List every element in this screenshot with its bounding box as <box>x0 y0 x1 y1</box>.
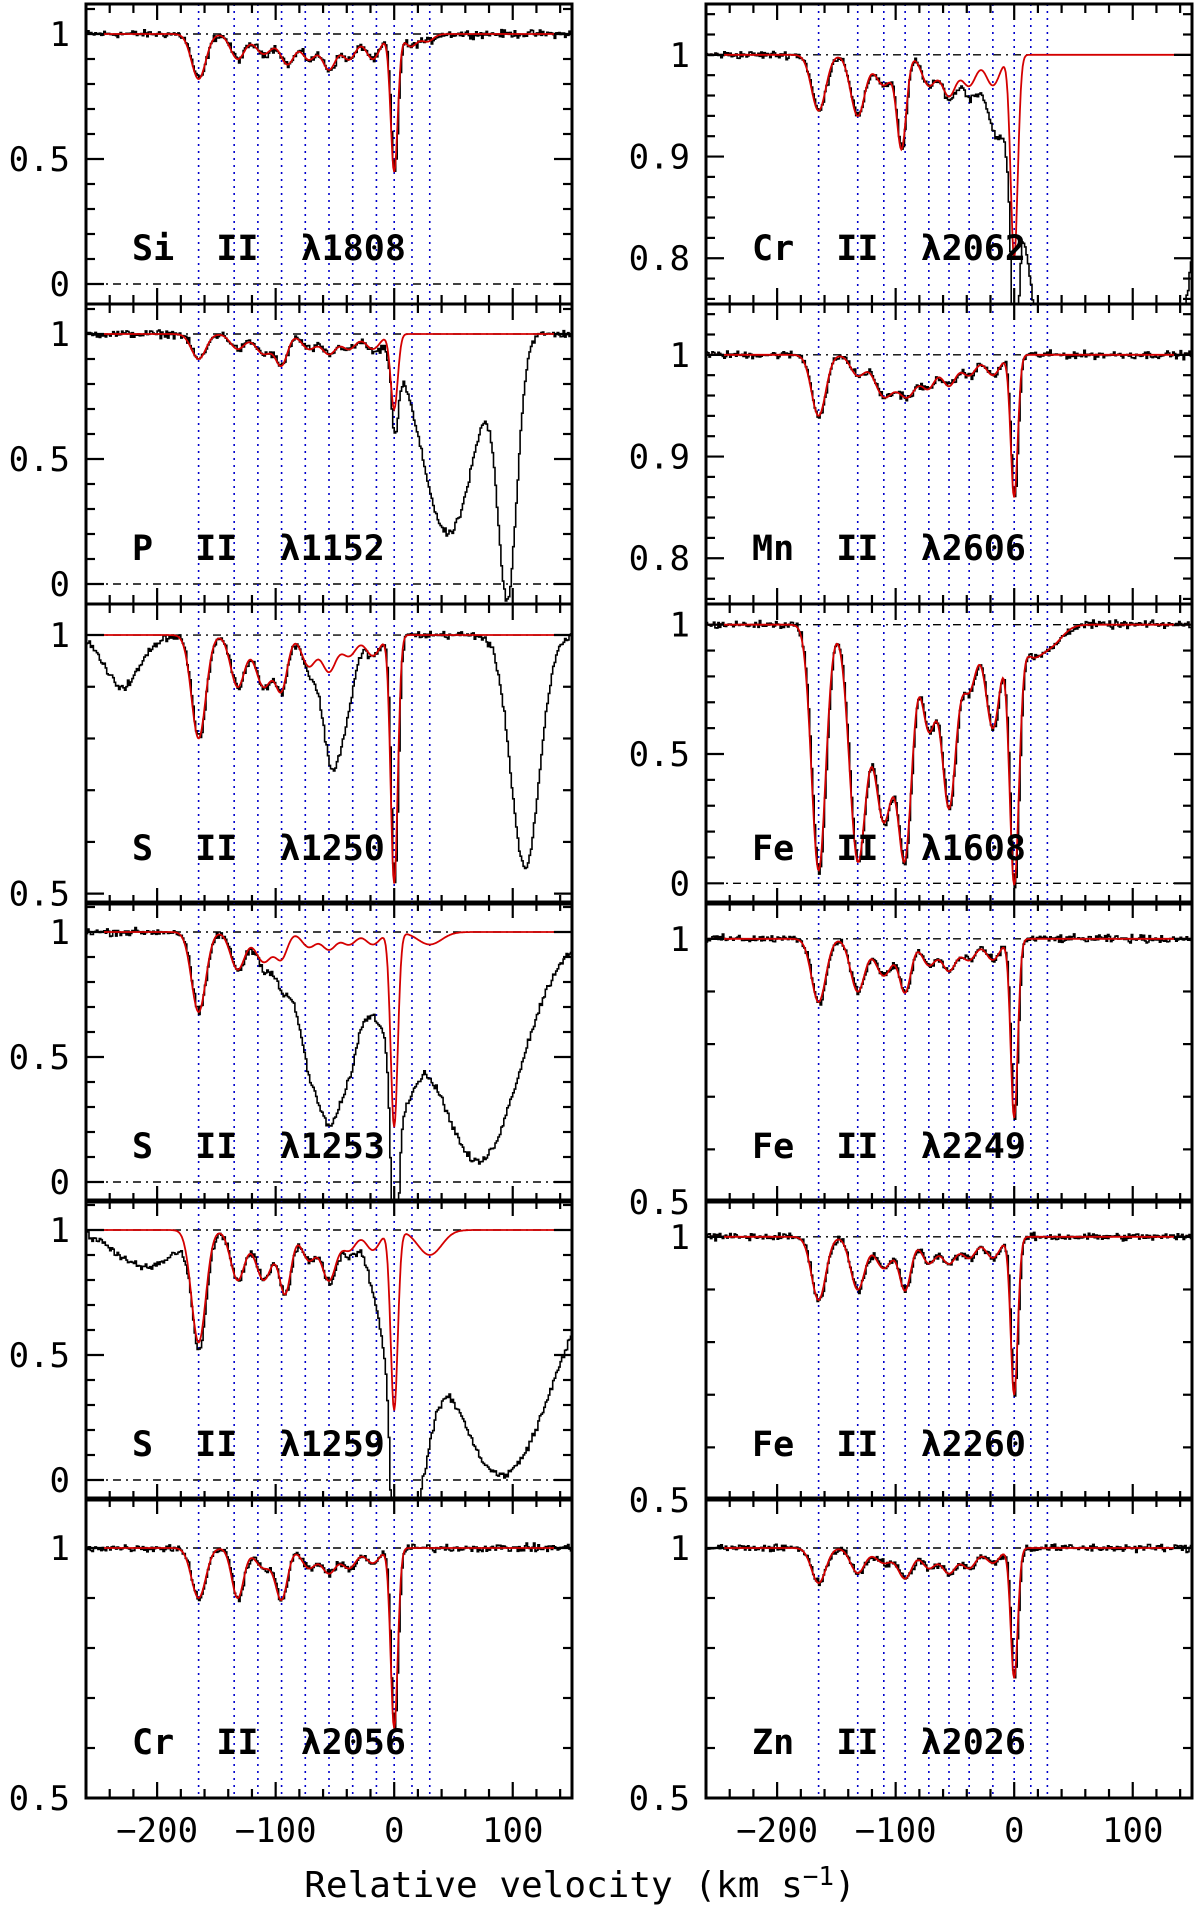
x-tick-label: −200 <box>736 1811 818 1851</box>
model-profile <box>706 937 1192 1119</box>
observed-spectrum <box>86 28 572 172</box>
panel-plot-area <box>86 1200 572 1500</box>
ion-label: S II λ1253 <box>132 1127 385 1167</box>
y-tick-label: 0 <box>50 565 70 605</box>
x-tick-label: −100 <box>855 1811 937 1851</box>
y-tick-label: 0 <box>50 1461 70 1501</box>
x-axis-title: Relative velocity (km s−1) <box>304 1862 856 1906</box>
y-tick-label: 0.5 <box>9 875 70 915</box>
model-profile <box>706 1235 1192 1396</box>
panel-plot-area <box>706 1200 1192 1500</box>
panel-plot-area <box>86 1498 572 1798</box>
panel-9: 0.5 1 Fe II λ2260 <box>629 1198 1194 1521</box>
y-tick-label: 0.5 <box>9 1779 70 1819</box>
y-tick-label: 1 <box>50 315 70 355</box>
panel-plot-area <box>86 304 572 604</box>
x-axis-title-text: Relative velocity (km s <box>304 1865 803 1906</box>
y-tick-label: 1 <box>670 920 690 960</box>
panel-4: 0.5 1 S II λ1250 <box>9 602 574 915</box>
ion-label: Cr II λ2056 <box>132 1723 406 1763</box>
model-profile <box>86 931 572 1128</box>
y-tick-label: 0.5 <box>9 1336 70 1376</box>
ion-label: Fe II λ1608 <box>752 829 1026 869</box>
ion-label: Cr II λ2062 <box>752 229 1026 269</box>
model-profile <box>86 1229 572 1411</box>
model-profile <box>86 33 572 173</box>
y-tick-label: 0.5 <box>629 1183 690 1223</box>
y-tick-label: 1 <box>50 1529 70 1569</box>
panel-plot-area <box>706 902 1192 1202</box>
x-tick-label: 100 <box>1102 1811 1163 1851</box>
model-profile <box>86 333 572 412</box>
ion-label: Si II λ1808 <box>132 229 406 269</box>
x-tick-label: −200 <box>116 1811 198 1851</box>
panel-11: 0.5 1 Zn II λ2026 <box>629 1496 1194 1819</box>
x-axis-title-exponent: −1 <box>803 1862 834 1892</box>
ion-label: P II λ1152 <box>132 529 385 569</box>
ion-label: Zn II λ2026 <box>752 1723 1026 1763</box>
panel-plot-area <box>706 304 1192 604</box>
observed-spectrum <box>86 630 572 884</box>
y-tick-label: 1 <box>50 913 70 953</box>
x-tick-label: 0 <box>1004 1811 1024 1851</box>
y-tick-label: 0.9 <box>629 138 690 178</box>
panel-1: 0.8 0.9 1 Cr II λ2062 <box>629 2 1194 306</box>
x-tick-label: 0 <box>384 1811 404 1851</box>
y-tick-label: 0 <box>670 864 690 904</box>
y-tick-label: 0.5 <box>9 140 70 180</box>
panel-6: 0 0.5 1 S II λ1253 <box>9 900 574 1204</box>
model-profile <box>86 1547 572 1729</box>
y-tick-label: 1 <box>670 1218 690 1258</box>
panel-7: 0.5 1 Fe II λ2249 <box>629 900 1194 1223</box>
panel-plot-area <box>86 902 572 1202</box>
ion-label: Fe II λ2249 <box>752 1127 1026 1167</box>
observed-spectrum <box>706 50 1192 304</box>
y-tick-label: 0.8 <box>629 539 690 579</box>
y-tick-label: 0.5 <box>629 1779 690 1819</box>
panel-plot-area <box>86 604 572 904</box>
y-tick-label: 0 <box>50 265 70 305</box>
panel-plot-area <box>706 4 1192 304</box>
y-tick-label: 1 <box>670 1529 690 1569</box>
y-tick-label: 1 <box>50 15 70 55</box>
model-profile <box>706 1547 1192 1679</box>
y-tick-label: 1 <box>50 616 70 656</box>
y-tick-label: 1 <box>50 1211 70 1251</box>
panel-plot-area <box>706 1498 1192 1798</box>
x-axis-title-close: ) <box>834 1865 856 1906</box>
panel-plot-area <box>706 604 1192 904</box>
observed-spectrum <box>706 1543 1192 1679</box>
y-tick-label: 0.5 <box>9 1038 70 1078</box>
model-profile <box>706 623 1192 886</box>
ion-label: Fe II λ2260 <box>752 1425 1026 1465</box>
y-tick-label: 1 <box>670 36 690 76</box>
y-tick-label: 0.5 <box>9 440 70 480</box>
y-tick-label: 1 <box>670 606 690 646</box>
y-tick-label: 0.8 <box>629 239 690 279</box>
y-tick-label: 0.5 <box>629 735 690 775</box>
panel-0: 0 0.5 1 Si II λ1808 <box>9 2 574 306</box>
x-axis-labels: −200 −100 0 100 −200 −100 0 100 <box>116 1811 1163 1851</box>
ion-label: S II λ1250 <box>132 829 385 869</box>
ion-label: Mn II λ2606 <box>752 529 1026 569</box>
panel-10: 0.5 1 Cr II λ2056 <box>9 1496 574 1819</box>
y-tick-label: 1 <box>670 336 690 376</box>
ion-label: S II λ1259 <box>132 1425 385 1465</box>
y-tick-label: 0.5 <box>629 1481 690 1521</box>
panel-5: 0 0.5 1 Fe II λ1608 <box>629 602 1194 906</box>
panel-2: 0 0.5 1 P II λ1152 <box>9 302 574 606</box>
observed-spectrum <box>86 1229 572 1500</box>
model-profile <box>86 634 572 884</box>
y-tick-label: 0.9 <box>629 438 690 478</box>
model-profile <box>706 53 1192 259</box>
x-tick-label: 100 <box>482 1811 543 1851</box>
panel-plot-area <box>86 4 572 304</box>
x-tick-label: −100 <box>235 1811 317 1851</box>
model-profile <box>706 353 1192 498</box>
panel-3: 0.8 0.9 1 Mn II λ2606 <box>629 302 1194 606</box>
y-tick-label: 0 <box>50 1163 70 1203</box>
